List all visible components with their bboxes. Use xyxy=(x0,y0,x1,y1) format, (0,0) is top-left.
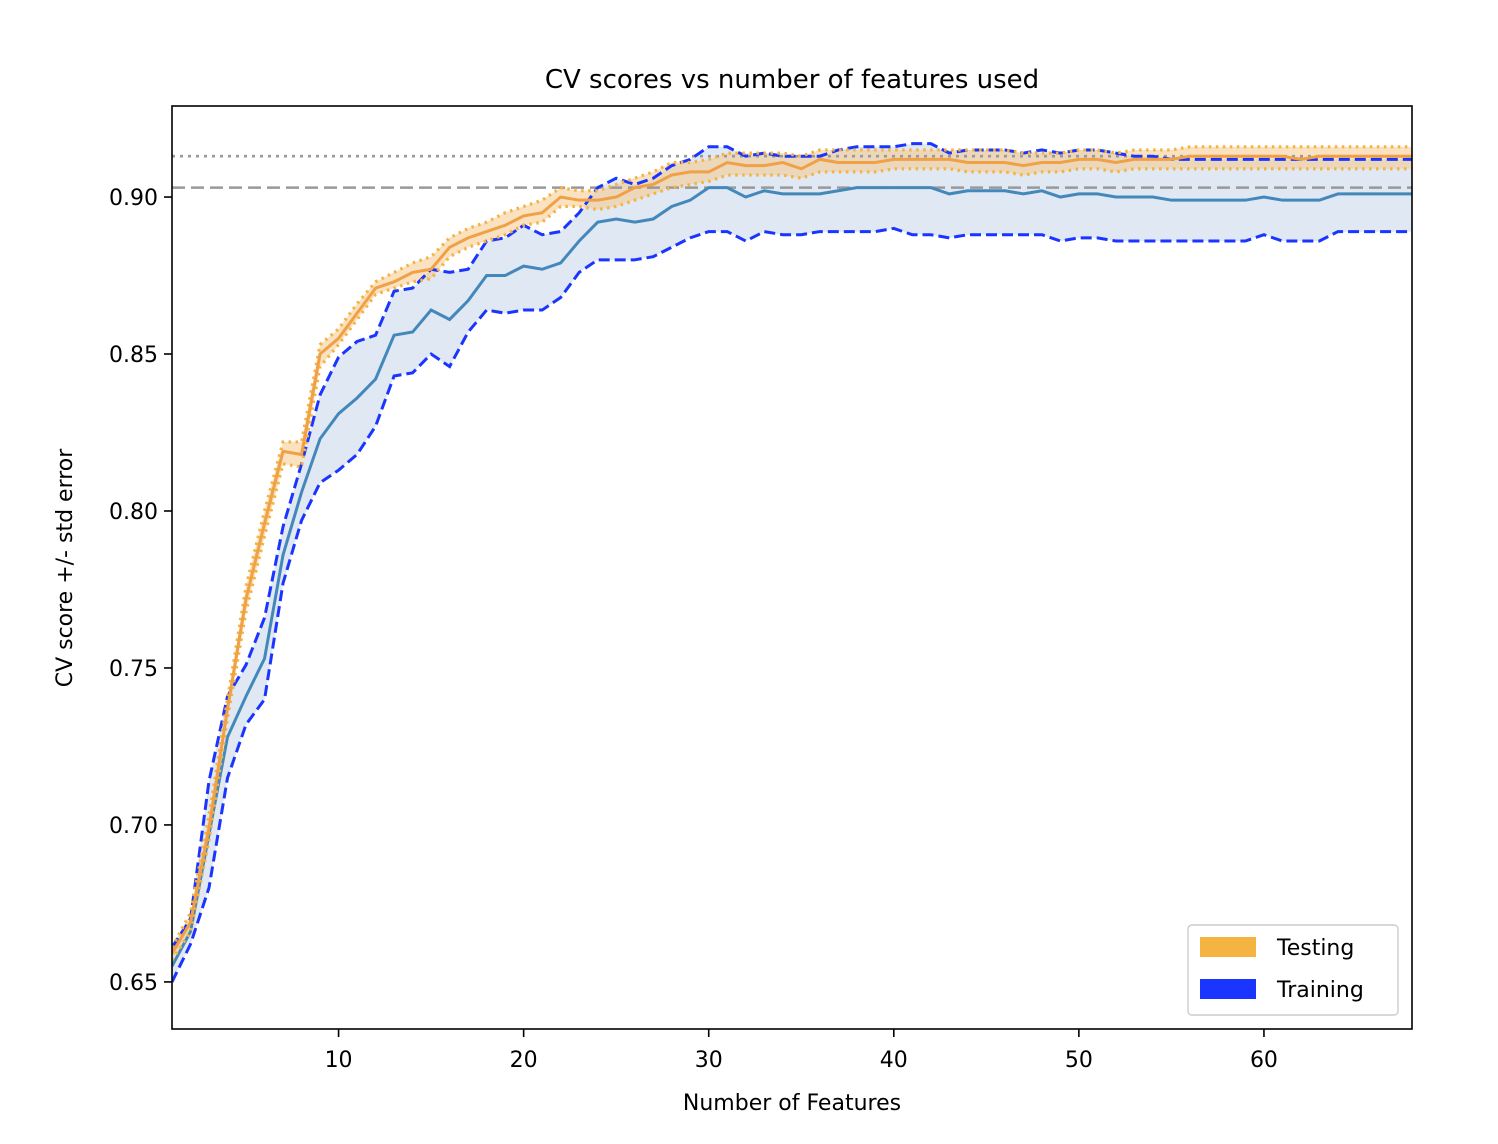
x-tick-label: 10 xyxy=(325,1048,353,1073)
testing-lower-bound-line xyxy=(172,167,1412,961)
y-tick-label: 0.85 xyxy=(109,343,158,368)
x-axis-label: Number of Features xyxy=(683,1091,901,1116)
chart-title: CV scores vs number of features used xyxy=(545,65,1039,95)
y-tick-label: 0.80 xyxy=(109,500,158,525)
legend-swatch-training xyxy=(1200,979,1256,999)
legend: Testing Training xyxy=(1187,924,1399,1016)
y-axis-ticks: 0.65 0.70 0.75 0.80 0.85 0.90 xyxy=(109,186,172,996)
x-tick-label: 50 xyxy=(1065,1048,1093,1073)
x-tick-label: 40 xyxy=(880,1048,908,1073)
x-axis-ticks: 10 20 30 40 50 60 xyxy=(325,1029,1278,1073)
plot-area xyxy=(172,142,1412,983)
x-tick-label: 30 xyxy=(695,1048,723,1073)
y-tick-label: 0.90 xyxy=(109,186,158,211)
legend-label-testing: Testing xyxy=(1276,936,1354,961)
y-tick-label: 0.75 xyxy=(109,657,158,682)
plot-frame xyxy=(171,105,1413,1030)
legend-swatch-testing xyxy=(1200,937,1256,957)
testing-upper-bound-line xyxy=(172,145,1412,949)
training-lower-bound-line xyxy=(172,226,1412,983)
error-bands xyxy=(172,143,1412,982)
legend-label-training: Training xyxy=(1276,978,1364,1003)
training-mean-line xyxy=(172,186,1412,967)
y-tick-label: 0.70 xyxy=(109,814,158,839)
x-tick-label: 60 xyxy=(1250,1048,1278,1073)
y-axis-label: CV score +/- std error xyxy=(53,448,78,688)
y-tick-label: 0.65 xyxy=(109,971,158,996)
series-lines xyxy=(172,142,1412,983)
axes xyxy=(171,105,1413,1030)
testing-mean-line xyxy=(172,154,1412,955)
training-error-band xyxy=(172,143,1412,982)
x-tick-label: 20 xyxy=(510,1048,538,1073)
